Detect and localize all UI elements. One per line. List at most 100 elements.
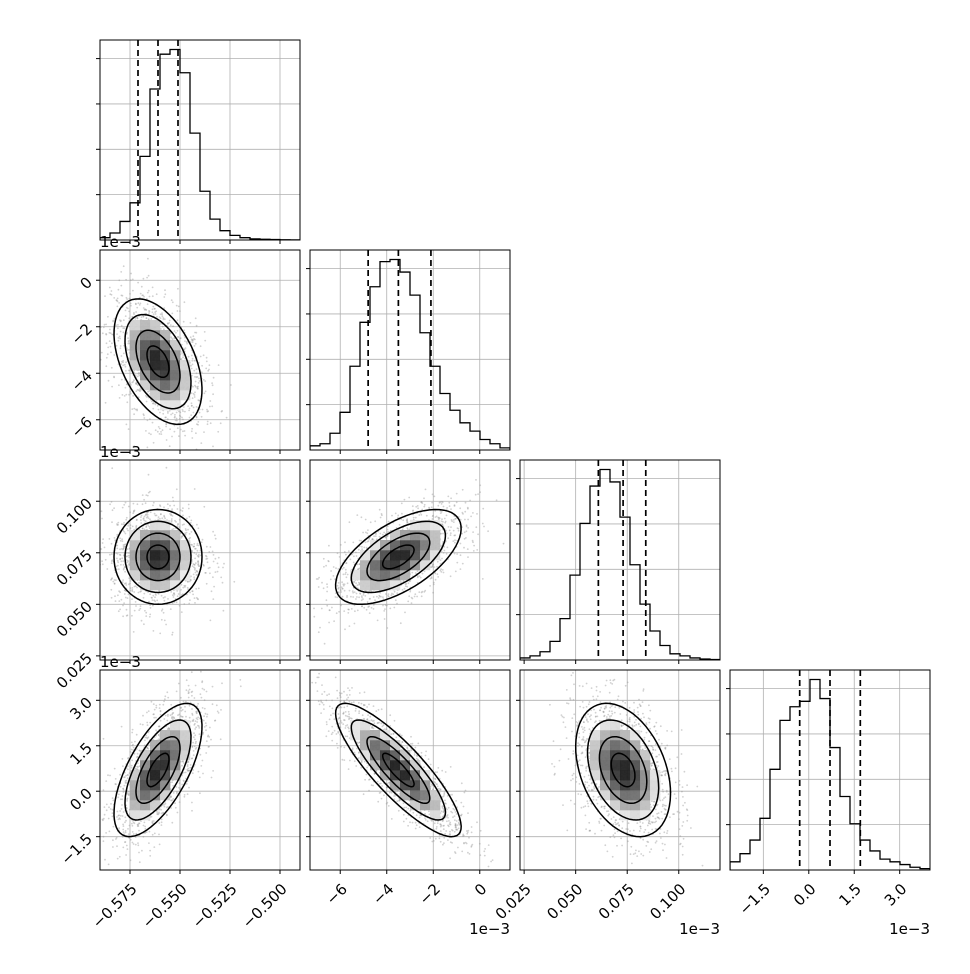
scatter-point bbox=[166, 467, 168, 469]
scatter-point bbox=[194, 558, 196, 560]
scatter-point bbox=[163, 506, 165, 508]
scatter-point bbox=[192, 772, 194, 774]
scatter-point bbox=[130, 524, 132, 526]
density-cell bbox=[130, 350, 140, 360]
scatter-point bbox=[128, 577, 130, 579]
scatter-point bbox=[357, 610, 359, 612]
scatter-point bbox=[340, 589, 342, 591]
scatter-point bbox=[118, 302, 120, 304]
scatter-point bbox=[204, 331, 206, 333]
scatter-point bbox=[363, 547, 365, 549]
scatter-point bbox=[136, 519, 138, 521]
scatter-point bbox=[375, 535, 377, 537]
scatter-point bbox=[124, 364, 126, 366]
scatter-point bbox=[143, 413, 145, 415]
scatter-point bbox=[142, 528, 144, 530]
scatter-point bbox=[122, 540, 124, 542]
scatter-point bbox=[230, 384, 232, 386]
scatter-point bbox=[147, 303, 149, 305]
scatter-point bbox=[149, 616, 151, 618]
scatter-point bbox=[163, 328, 165, 330]
scatter-point bbox=[176, 786, 178, 788]
scatter-point bbox=[126, 517, 128, 519]
scatter-point bbox=[117, 522, 119, 524]
scatter-point bbox=[211, 382, 213, 384]
scatter-point bbox=[134, 318, 136, 320]
scatter-point bbox=[113, 354, 115, 356]
scatter-point bbox=[149, 593, 151, 595]
scatter-point bbox=[441, 558, 443, 560]
scatter-point bbox=[128, 428, 130, 430]
scatter-point bbox=[153, 703, 155, 705]
scatter-point bbox=[169, 320, 171, 322]
scatter-point bbox=[193, 370, 195, 372]
scatter-point bbox=[136, 587, 138, 589]
scatter-point bbox=[193, 407, 195, 409]
scatter-point bbox=[196, 417, 198, 419]
scatter-point bbox=[102, 538, 104, 540]
scatter-point bbox=[307, 616, 309, 618]
scatter-point bbox=[191, 428, 193, 430]
scatter-point bbox=[188, 508, 190, 510]
scatter-point bbox=[177, 525, 179, 527]
scatter-point bbox=[189, 533, 191, 535]
scatter-point bbox=[146, 277, 148, 279]
scatter-point bbox=[204, 392, 206, 394]
scatter-point bbox=[387, 526, 389, 528]
scatter-point bbox=[180, 429, 182, 431]
scatter-point bbox=[353, 562, 355, 564]
scatter-point bbox=[158, 734, 160, 736]
scatter-point bbox=[210, 422, 212, 424]
scatter-point bbox=[155, 429, 157, 431]
scatter-point bbox=[450, 534, 452, 536]
scatter-point bbox=[122, 615, 124, 617]
scatter-point bbox=[361, 605, 363, 607]
panel-contents bbox=[70, 258, 232, 473]
scatter-point bbox=[324, 643, 326, 645]
scatter-point bbox=[422, 573, 424, 575]
density-cell bbox=[160, 380, 170, 390]
scatter-point bbox=[448, 502, 450, 504]
scatter-point bbox=[406, 520, 408, 522]
scatter-point bbox=[128, 340, 130, 342]
scatter-point bbox=[181, 352, 183, 354]
scatter-point bbox=[140, 605, 142, 607]
scatter-point bbox=[432, 494, 434, 496]
scatter-point bbox=[200, 442, 202, 444]
scatter-point bbox=[205, 713, 207, 715]
scatter-point bbox=[123, 811, 125, 813]
scatter-point bbox=[162, 413, 164, 415]
scatter-point bbox=[104, 547, 106, 549]
scatter-point bbox=[182, 356, 184, 358]
scatter-point bbox=[106, 342, 108, 344]
scatter-point bbox=[146, 401, 148, 403]
scatter-point bbox=[414, 596, 416, 598]
scatter-point bbox=[220, 422, 222, 424]
scatter-point bbox=[98, 321, 100, 323]
scatter-point bbox=[387, 595, 389, 597]
scatter-point bbox=[128, 564, 130, 566]
scatter-point bbox=[148, 517, 150, 519]
scatter-point bbox=[158, 516, 160, 518]
scatter-point bbox=[121, 379, 123, 381]
scatter-point bbox=[425, 489, 427, 491]
scatter-point bbox=[222, 582, 224, 584]
scatter-point bbox=[113, 376, 115, 378]
scatter-point bbox=[181, 537, 183, 539]
scatter-point bbox=[361, 595, 363, 597]
scatter-point bbox=[205, 391, 207, 393]
scatter-point bbox=[193, 576, 195, 578]
scatter-point bbox=[376, 538, 378, 540]
scatter-point bbox=[373, 596, 375, 598]
scatter-point bbox=[128, 311, 130, 313]
density-cell bbox=[150, 320, 160, 330]
scatter-point bbox=[207, 421, 209, 423]
scatter-point bbox=[147, 258, 149, 260]
scatter-point bbox=[443, 572, 445, 574]
scatter-point bbox=[89, 534, 91, 536]
scatter-point bbox=[185, 528, 187, 530]
scatter-point bbox=[126, 552, 128, 554]
scatter-point bbox=[362, 532, 364, 534]
scatter-point bbox=[327, 560, 329, 562]
scatter-point bbox=[184, 430, 186, 432]
